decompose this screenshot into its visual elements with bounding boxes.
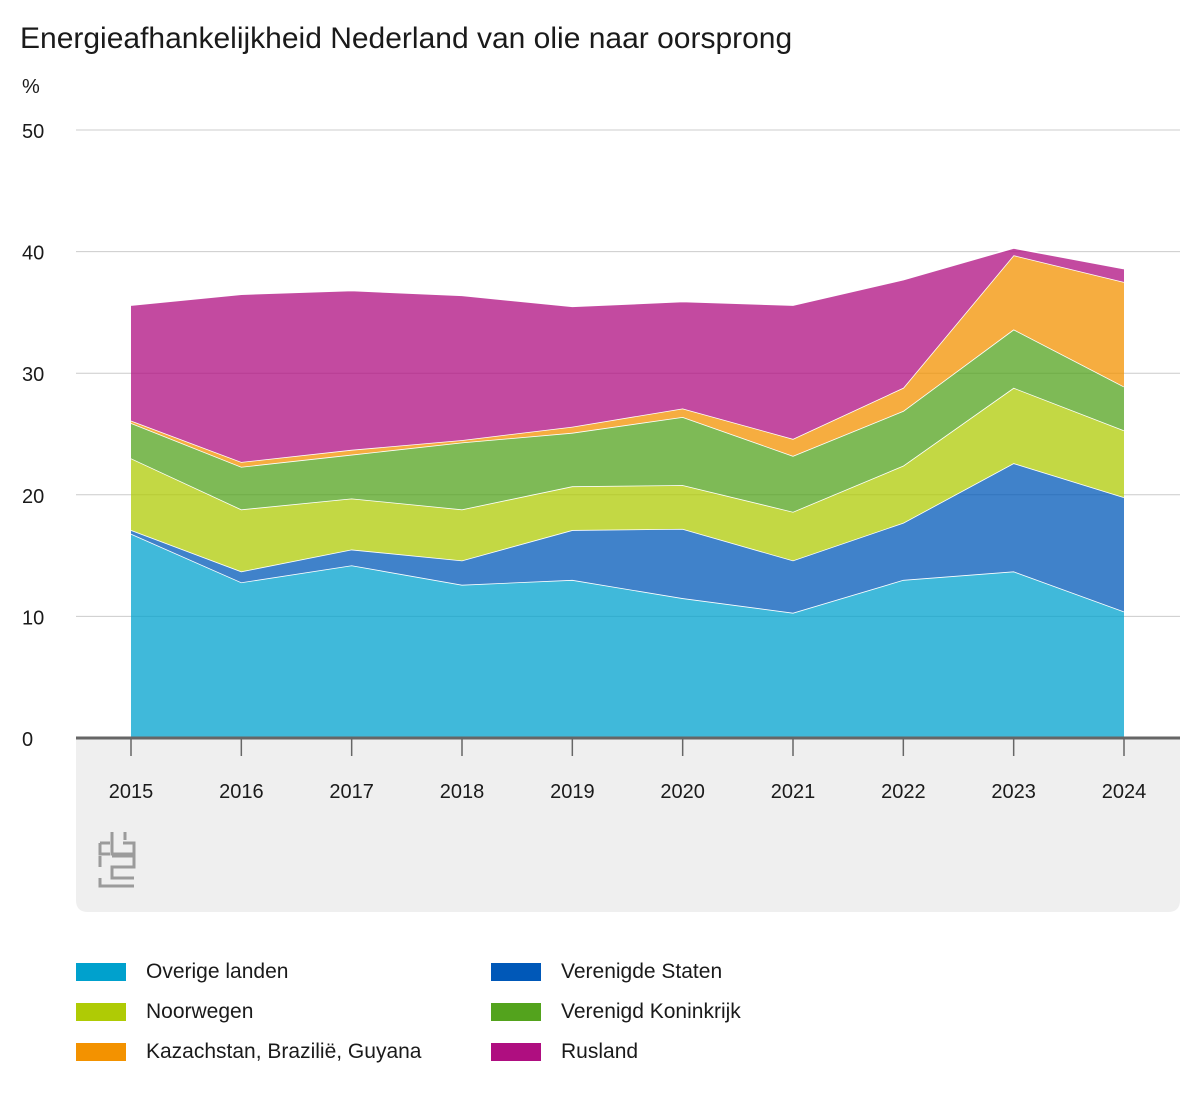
legend-item: Kazachstan, Brazilië, Guyana [76, 1032, 421, 1072]
area-rusland [131, 247, 1124, 462]
legend-swatch [491, 1043, 541, 1061]
legend-label: Kazachstan, Brazilië, Guyana [146, 1040, 422, 1063]
area-noorwegen [131, 387, 1124, 572]
y-tick-label: 30 [22, 364, 44, 386]
area-verenigde-staten [131, 463, 1124, 613]
y-tick-label: 20 [22, 486, 44, 508]
area-kazachstan-brazili-guyana [131, 255, 1124, 467]
x-tick-label: 2023 [991, 781, 1036, 803]
legend-swatch [491, 963, 541, 981]
x-tick-label: 2016 [219, 781, 264, 803]
x-tick-label: 2020 [660, 781, 705, 803]
y-axis-unit: % [22, 76, 40, 98]
x-tick-label: 2021 [771, 781, 816, 803]
legend-label: Rusland [561, 1040, 639, 1063]
legend-swatch [76, 963, 126, 981]
legend-label: Overige landen [146, 960, 289, 983]
chart: Energieafhankelijkheid Nederland van oli… [20, 22, 1180, 912]
plot-area [130, 247, 1125, 738]
y-tick-label: 10 [22, 607, 44, 629]
legend-swatch [76, 1003, 126, 1021]
x-tick-label: 2019 [550, 781, 595, 803]
legend-item: Rusland [491, 1032, 638, 1072]
area-edge-rusland [130, 247, 1125, 308]
legend-label: Verenigd Koninkrijk [561, 1000, 741, 1023]
x-tick-label: 2018 [440, 781, 485, 803]
legend-item: Noorwegen [76, 992, 253, 1032]
chart-title: Energieafhankelijkheid Nederland van oli… [20, 22, 792, 55]
legend-swatch [491, 1003, 541, 1021]
y-tick-label: 0 [22, 729, 33, 751]
legend-item: Overige landen [76, 952, 288, 992]
legend-swatch [76, 1043, 126, 1061]
area-overige-landen [131, 533, 1124, 738]
x-tick-label: 2024 [1102, 781, 1147, 803]
x-tick-label: 2017 [329, 781, 374, 803]
y-axis: 0 10 20 30 40 50 [22, 121, 44, 751]
x-tick-label: 2015 [109, 781, 154, 803]
legend-item: Verenigde Staten [491, 952, 722, 992]
legend-label: Noorwegen [146, 1000, 254, 1023]
legend-item: Verenigd Koninkrijk [491, 992, 741, 1032]
area-verenigd-koninkrijk [131, 329, 1124, 512]
x-tick-label: 2022 [881, 781, 926, 803]
legend: Overige landen Verenigde Staten Noorwegen V… [76, 952, 836, 1082]
y-tick-label: 40 [22, 243, 44, 265]
legend-label: Verenigde Staten [561, 960, 723, 983]
x-axis-panel [76, 738, 1180, 912]
cbs-logo-icon [98, 832, 136, 888]
y-tick-label: 50 [22, 121, 44, 143]
x-axis: 2015 2016 2017 2018 2019 2020 2021 2022 2023 2024 [109, 738, 1147, 803]
